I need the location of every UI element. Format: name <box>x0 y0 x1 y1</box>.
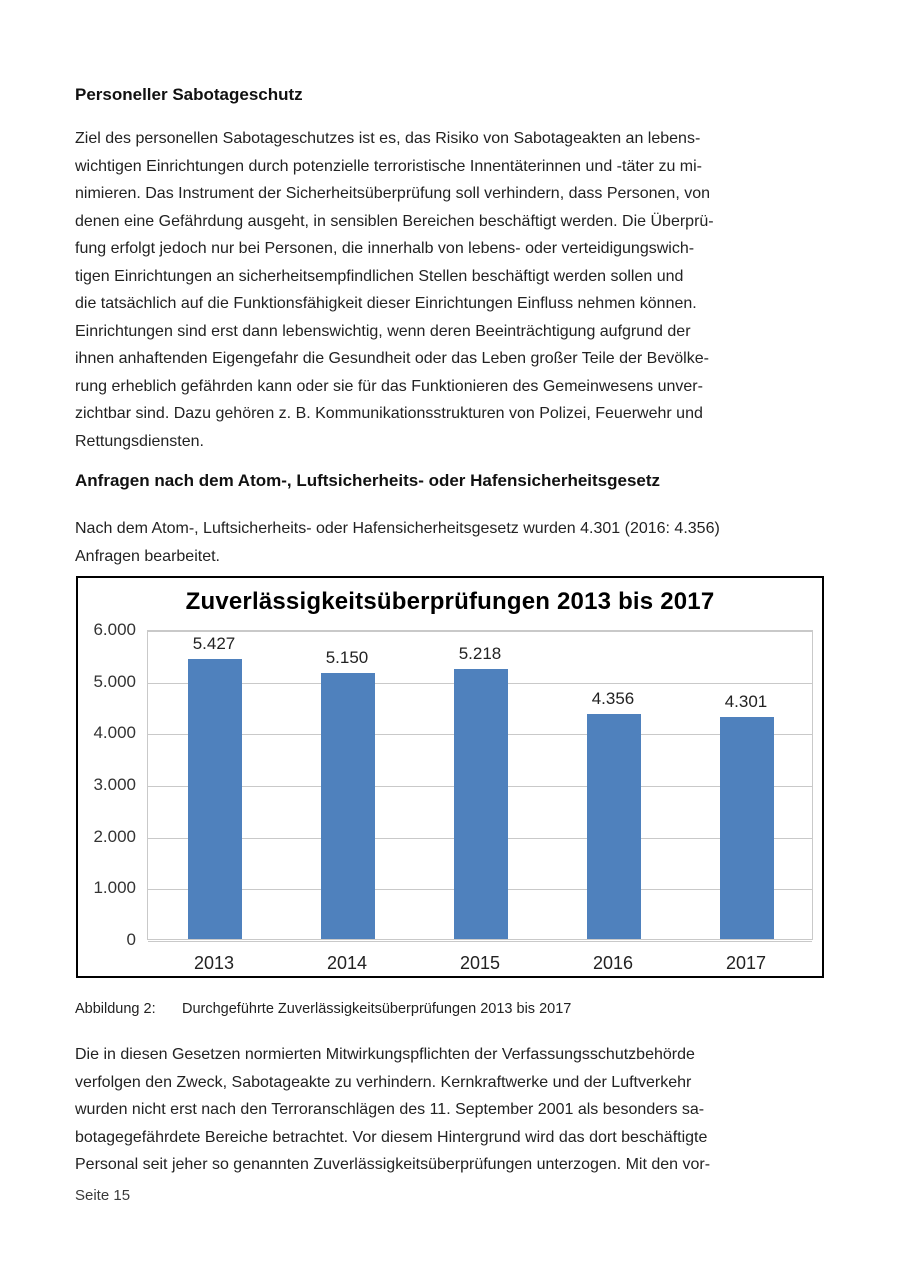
y-axis-tick-label: 6.000 <box>93 620 136 639</box>
heading-personeller-sabotageschutz: Personeller Sabotageschutz <box>75 85 303 104</box>
bar-chart-figure: Zuverlässigkeitsüberprüfungen 2013 bis 2… <box>76 576 824 978</box>
paragraph-anfragen: Nach dem Atom-, Luftsicherheits- oder Ha… <box>75 520 720 565</box>
y-axis-tick-label: 0 <box>126 930 136 949</box>
bar-value-label: 4.301 <box>724 692 768 711</box>
bar-2016 <box>587 714 641 939</box>
paragraph-sabotageschutz: Ziel des personellen Sabotageschutzes is… <box>75 130 714 450</box>
y-axis-tick-label: 2.000 <box>93 827 136 846</box>
x-axis-label-2016: 2016 <box>592 953 634 973</box>
gridline <box>148 941 812 942</box>
y-axis-tick-label: 1.000 <box>93 878 136 897</box>
bar-2015 <box>454 669 508 939</box>
chart-title: Zuverlässigkeitsüberprüfungen 2013 bis 2… <box>185 588 715 615</box>
paragraph-mitwirkungspflichten: Die in diesen Gesetzen normierten Mitwir… <box>75 1046 711 1173</box>
bar-value-label: 5.150 <box>325 648 369 667</box>
bar-2013 <box>188 659 242 939</box>
y-axis-tick-label: 3.000 <box>93 775 136 794</box>
heading-anfragen-gesetze: Anfragen nach dem Atom-, Luftsicherheits… <box>75 471 661 490</box>
gridline <box>148 631 812 632</box>
y-axis-tick-label: 4.000 <box>93 723 136 742</box>
page-footer: Seite 15 <box>75 1187 131 1204</box>
y-axis-tick-label: 5.000 <box>93 672 136 691</box>
chart-plot-area <box>147 630 813 942</box>
bar-2014 <box>321 673 375 939</box>
bar-value-label: 5.218 <box>458 644 502 663</box>
figure-caption-text: Durchgeführte Zuverlässigkeitsüberprüfun… <box>182 1001 572 1017</box>
figure-caption: Abbildung 2: Durchgeführte Zuverlässigke… <box>75 1001 571 1017</box>
bar-value-label: 4.356 <box>591 689 635 708</box>
x-axis-label-2017: 2017 <box>725 953 767 973</box>
bar-value-label: 5.427 <box>192 634 236 653</box>
bar-2017 <box>720 717 774 939</box>
x-axis-label-2013: 2013 <box>193 953 235 973</box>
figure-caption-label: Abbildung 2: <box>75 1001 156 1017</box>
x-axis-label-2015: 2015 <box>459 953 501 973</box>
x-axis-label-2014: 2014 <box>326 953 368 973</box>
